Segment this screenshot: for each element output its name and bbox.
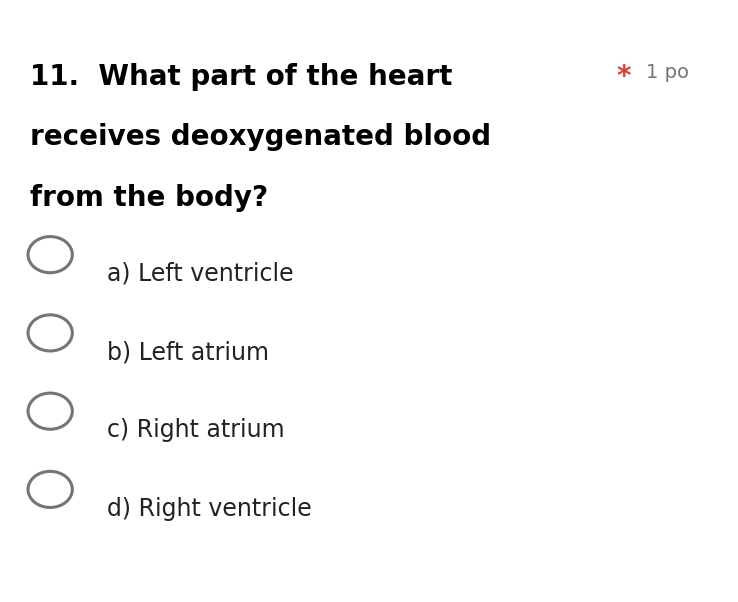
Text: 1 po: 1 po (646, 63, 689, 82)
Text: from the body?: from the body? (30, 184, 268, 212)
Text: a) Left ventricle: a) Left ventricle (107, 262, 294, 286)
Text: 11.  What part of the heart: 11. What part of the heart (30, 63, 452, 92)
Text: receives deoxygenated blood: receives deoxygenated blood (30, 123, 491, 152)
Text: b) Left atrium: b) Left atrium (107, 340, 269, 364)
Text: c) Right atrium: c) Right atrium (107, 418, 285, 442)
Text: *: * (616, 63, 631, 92)
Text: d) Right ventricle: d) Right ventricle (107, 497, 311, 521)
